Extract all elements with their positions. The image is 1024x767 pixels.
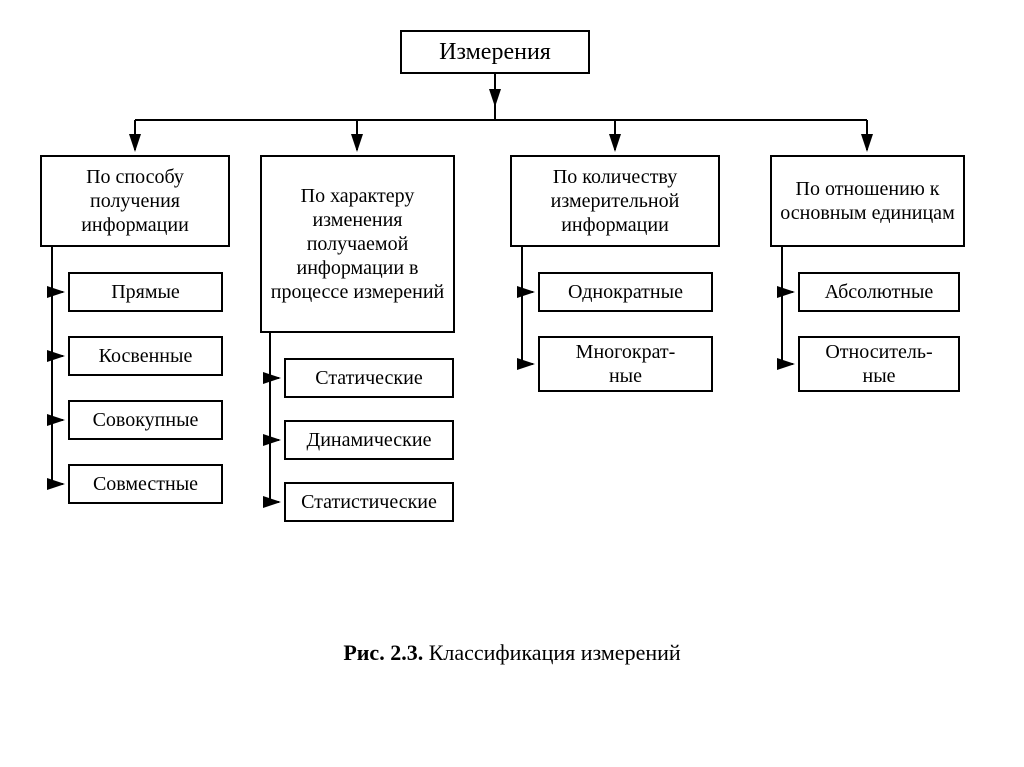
category-label: По характеру изменения получаемой информ…: [270, 184, 445, 304]
leaf-node: Статистические: [284, 482, 454, 522]
leaf-label: Относитель- ные: [825, 340, 932, 388]
leaf-label: Динамические: [307, 428, 432, 452]
category-label: По отношению к основным единицам: [780, 177, 955, 225]
leaf-label: Статические: [315, 366, 422, 390]
leaf-label: Статистические: [301, 490, 437, 514]
leaf-node: Статические: [284, 358, 454, 398]
leaf-node: Динамические: [284, 420, 454, 460]
category-node-0: По способу получения информации: [40, 155, 230, 247]
leaf-label: Абсолютные: [825, 280, 934, 304]
caption-text: Классификация измерений: [429, 640, 681, 665]
leaf-label: Косвенные: [99, 344, 193, 368]
category-node-2: По количеству измерительной информации: [510, 155, 720, 247]
leaf-node: Совместные: [68, 464, 223, 504]
leaf-node: Абсолютные: [798, 272, 960, 312]
category-label: По способу получения информации: [50, 165, 220, 237]
leaf-label: Многократ- ные: [576, 340, 676, 388]
leaf-label: Прямые: [111, 280, 180, 304]
leaf-label: Совместные: [93, 472, 198, 496]
leaf-node: Совокупные: [68, 400, 223, 440]
leaf-node: Косвенные: [68, 336, 223, 376]
leaf-node: Однократные: [538, 272, 713, 312]
figure-caption: Рис. 2.3. Классификация измерений: [0, 640, 1024, 666]
leaf-label: Совокупные: [93, 408, 199, 432]
leaf-node: Многократ- ные: [538, 336, 713, 392]
root-label: Измерения: [439, 38, 551, 67]
caption-prefix: Рис. 2.3.: [343, 640, 423, 665]
leaf-label: Однократные: [568, 280, 683, 304]
category-node-1: По характеру изменения получаемой информ…: [260, 155, 455, 333]
category-label: По количеству измерительной информации: [520, 165, 710, 237]
root-node: Измерения: [400, 30, 590, 74]
leaf-node: Прямые: [68, 272, 223, 312]
leaf-node: Относитель- ные: [798, 336, 960, 392]
category-node-3: По отношению к основным единицам: [770, 155, 965, 247]
